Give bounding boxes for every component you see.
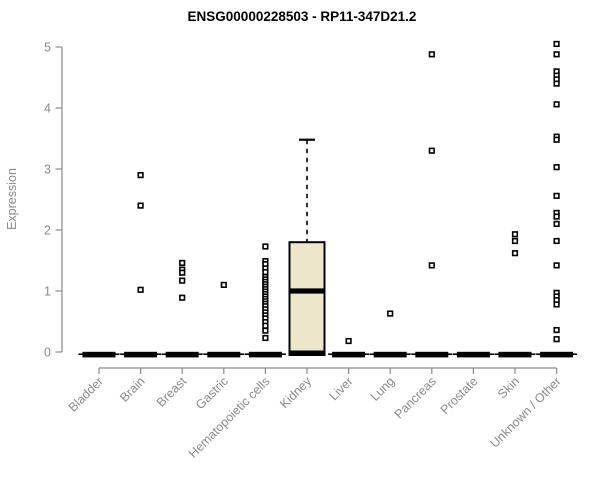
outlier-point	[553, 326, 560, 334]
outlier-point	[262, 243, 269, 250]
x-tick-label: Lung	[368, 374, 398, 404]
outlier-point	[262, 334, 269, 342]
outlier-point	[553, 213, 560, 220]
outlier-point	[262, 327, 269, 334]
outlier-point	[428, 147, 435, 154]
x-tick-label: Breast	[154, 374, 190, 410]
zero-median-bar	[82, 351, 116, 358]
outlier-point	[387, 310, 394, 317]
outlier-point	[220, 281, 227, 289]
x-tick-label: Hematopoietic cells	[186, 374, 273, 461]
outlier-point	[137, 172, 144, 179]
outlier-point	[179, 277, 186, 284]
x-tick-label: Unknown / Other	[487, 374, 563, 450]
y-tick-label: 3	[44, 163, 51, 177]
outlier-point	[553, 51, 560, 58]
zero-median-bar	[373, 351, 407, 358]
outlier-point	[179, 269, 186, 276]
outlier-point	[179, 294, 186, 301]
zero-median-bar	[498, 351, 532, 358]
outlier-point	[553, 336, 560, 343]
x-tick-label: Pancreas	[392, 374, 439, 421]
y-axis-label: Expression	[5, 168, 19, 230]
outlier-point	[553, 136, 560, 143]
outlier-point	[553, 301, 560, 308]
outlier-point	[553, 80, 560, 87]
outlier-point	[553, 164, 560, 171]
x-tick-label: Gastric	[193, 374, 231, 412]
y-tick-label: 4	[44, 102, 51, 116]
outlier-point	[137, 202, 144, 209]
y-tick-label: 2	[44, 224, 51, 238]
zero-median-bar	[332, 351, 366, 358]
zero-median-bar	[248, 351, 282, 358]
y-tick-label: 1	[44, 285, 51, 299]
outlier-point	[553, 220, 560, 228]
outlier-point	[137, 286, 144, 293]
outlier-point	[262, 268, 269, 276]
zero-median-bar	[456, 351, 490, 358]
x-tick-label: Liver	[327, 374, 356, 403]
box-median-line	[289, 288, 325, 294]
x-tick-label: Kidney	[277, 374, 314, 411]
outlier-point	[511, 237, 519, 245]
outlier-point	[511, 250, 519, 257]
outlier-point	[553, 101, 560, 108]
outlier-point	[553, 262, 560, 269]
zero-median-bar	[207, 351, 241, 358]
outlier-point	[428, 262, 435, 269]
outlier-point	[345, 337, 352, 345]
outlier-point	[428, 51, 435, 58]
zero-median-bar	[124, 351, 158, 358]
outlier-point	[262, 322, 269, 329]
zero-median-bar	[415, 351, 449, 358]
y-tick-label: 5	[44, 41, 51, 55]
outlier-point	[179, 259, 186, 267]
y-tick-label: 0	[44, 346, 51, 360]
outlier-point	[553, 192, 560, 199]
x-tick-label: Skin	[495, 374, 522, 401]
plot-area: 0 1 2 3 4 5 Bladder Brain Breast GastricHematopoi…	[44, 40, 578, 461]
outlier-point	[553, 40, 560, 48]
box-iqr	[288, 241, 326, 356]
zero-median-bar	[165, 351, 199, 358]
box-q1-line	[289, 350, 325, 356]
x-tick-label: Brain	[117, 374, 148, 405]
x-tick-label: Bladder	[66, 374, 106, 414]
outlier-point	[511, 231, 519, 238]
outlier-point	[553, 237, 560, 245]
zero-median-bar	[540, 351, 574, 358]
chart-title: ENSG00000228503 - RP11-347D21.2	[188, 9, 417, 24]
x-tick-label: Prostate	[438, 374, 481, 417]
